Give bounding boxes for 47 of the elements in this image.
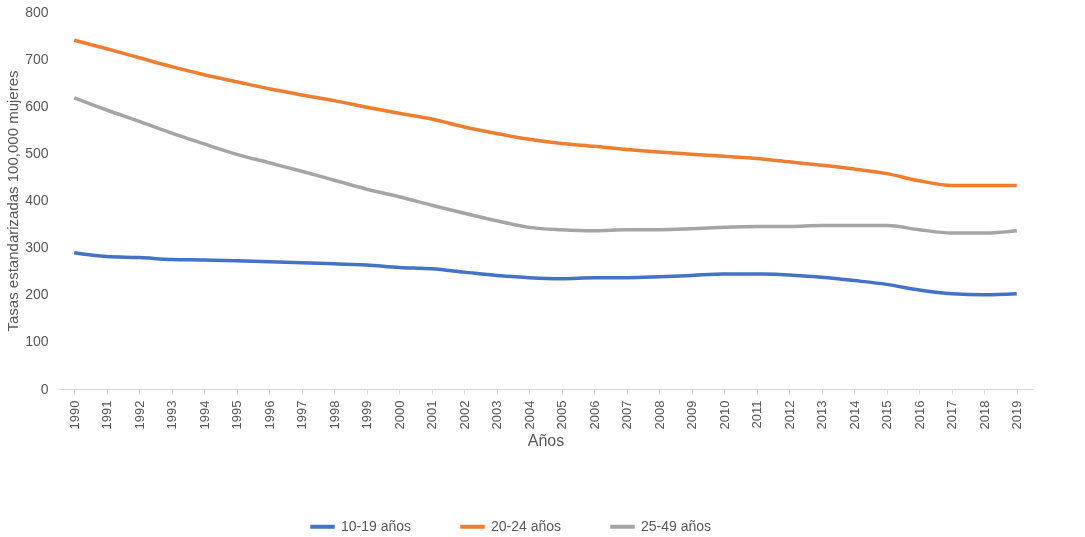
x-tick-label: 2011 [749,400,765,429]
x-tick-label: 2006 [586,400,602,430]
x-axis-title: Años [527,432,565,450]
x-tick-label: 2018 [976,400,992,430]
x-tick-label: 1991 [99,400,115,430]
x-tick-label: 1994 [196,400,212,430]
y-tick-label: 100 [25,333,49,350]
x-tick-label: 1995 [229,400,245,430]
x-tick-label: 2010 [716,400,732,430]
legend-label: 20-24 años [491,517,562,534]
x-tick-label: 2008 [651,400,667,430]
x-tick-label: 1996 [261,400,277,430]
x-tick-label: 1990 [66,400,82,430]
line-series [72,251,1019,297]
x-tick-label: 1993 [164,400,180,430]
x-tick-label: 2009 [684,400,700,430]
x-tick-label: 1997 [294,400,310,430]
x-tick-label: 2002 [456,400,472,430]
x-tick-label: 2001 [424,400,440,430]
y-tick-label: 600 [25,97,49,114]
x-tick-label: 1999 [359,400,375,430]
y-tick-label: 800 [25,3,49,20]
legend-label: 25-49 años [641,517,712,534]
y-axis-title: Tasas estandarizadas 100,000 mujeres [4,70,22,332]
x-tick-label: 2016 [911,400,927,430]
line-series [72,96,1019,235]
y-tick-label: 700 [25,50,49,67]
x-tick-label: 2007 [619,400,635,430]
x-tick-label: 2012 [781,400,797,430]
y-tick-label: 500 [25,144,49,161]
x-tick-label: 1998 [326,400,342,430]
x-tick-label: 2014 [846,400,862,430]
x-tick-label: 2013 [814,400,830,430]
y-tick-label: 300 [25,239,49,256]
x-tick-label: 2000 [391,400,407,430]
x-tick-label: 2004 [521,400,537,430]
x-tick-label: 1992 [131,400,147,430]
legend-label: 10-19 años [341,517,412,534]
x-tick-label: 2017 [944,400,960,430]
x-tick-label: 2019 [1009,400,1025,430]
y-tick-label: 200 [25,286,49,303]
y-tick-label: 400 [25,192,49,208]
x-tick-label: 2015 [879,400,895,430]
y-tick-label: 0 [40,380,49,397]
x-tick-label: 2003 [489,400,505,430]
line-series [72,38,1019,188]
x-tick-label: 2005 [554,400,570,430]
